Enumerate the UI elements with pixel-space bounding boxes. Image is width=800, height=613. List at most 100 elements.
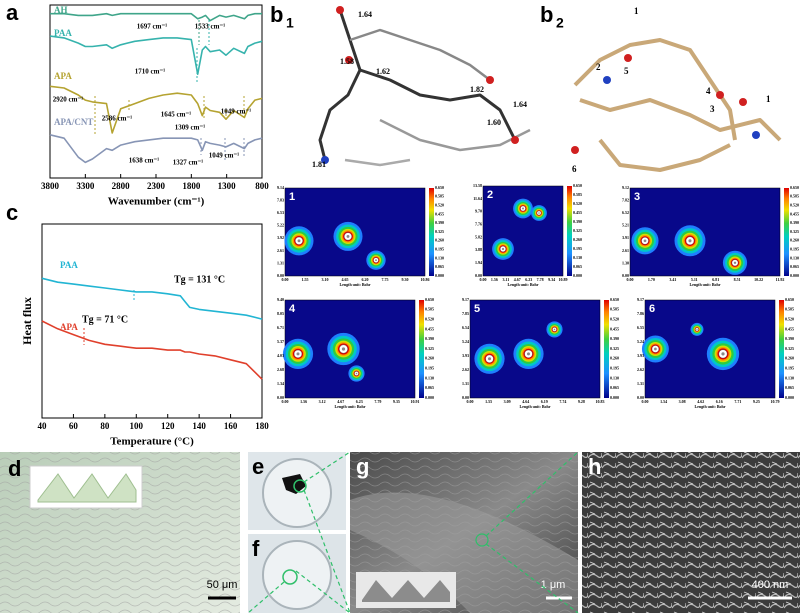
map-y-tick: 0.00	[637, 395, 644, 400]
colorbar-tick: 0.520	[425, 317, 434, 322]
map-y-tick: 9.40	[277, 297, 284, 302]
annotation: 1049 cm⁻¹	[209, 152, 239, 160]
colorbar-tick: 0.195	[610, 366, 619, 371]
map-y-tick: 2.61	[622, 248, 629, 253]
colorbar-tick: 0.585	[610, 307, 619, 312]
colorbar-tick: 0.325	[790, 229, 799, 234]
map-x-tick: 4.65	[342, 277, 349, 282]
colorbar-tick: 0.650	[785, 297, 794, 302]
map-x-tick: 6.20	[362, 277, 369, 282]
series-label: PAA	[54, 28, 72, 38]
map-label: 5	[474, 303, 480, 315]
map-label: 2	[487, 189, 493, 201]
map-x-tick: 9.25	[753, 399, 760, 404]
map-x-tick: 6.23	[525, 277, 532, 282]
annotation: 1645 cm⁻¹	[161, 111, 191, 119]
map-label: 1	[289, 191, 295, 203]
colorbar-tick: 0.650	[573, 183, 582, 188]
colorbar-tick: 0.585	[790, 194, 799, 199]
distance-label: 1.81	[312, 160, 326, 169]
atom	[511, 136, 519, 144]
colorbar	[604, 300, 609, 398]
map-x-tick: 0.00	[642, 399, 649, 404]
site-label: 1	[766, 94, 771, 104]
colorbar-tick: 0.520	[785, 317, 794, 322]
panel-sub: 1	[286, 15, 294, 31]
distance-label: 1.62	[376, 67, 390, 76]
map-y-tick: 8.05	[277, 311, 284, 316]
panel-label: d	[8, 456, 21, 481]
colorbar-tick: 0.065	[435, 264, 444, 269]
map-y-tick: 5.37	[277, 339, 284, 344]
colorbar-tick: 0.455	[573, 210, 582, 215]
colorbar-tick: 0.585	[435, 194, 444, 199]
highlight	[475, 533, 489, 547]
molecule-bond	[573, 38, 737, 141]
map-y-tick: 6.71	[277, 325, 284, 330]
atom	[571, 146, 579, 154]
colorbar-tick: 0.260	[425, 356, 434, 361]
colorbar-tick: 0.000	[785, 395, 794, 400]
x-tick-label: 3800	[41, 181, 60, 191]
panel-label: e	[252, 454, 264, 479]
map-x-tick: 0.00	[467, 399, 474, 404]
map-x-tick: 1.55	[302, 277, 309, 282]
atom	[321, 156, 329, 164]
map-y-tick: 3.93	[462, 353, 469, 358]
colorbar-tick: 0.000	[435, 273, 444, 278]
map-y-tick: 1.31	[277, 260, 284, 265]
map-y-tick: 0.00	[277, 273, 284, 278]
molecule-bond	[318, 9, 362, 161]
molecule-bond	[344, 158, 411, 167]
series-line	[41, 320, 263, 380]
series-label: PAA	[60, 260, 78, 270]
molecule-bond	[598, 138, 731, 172]
elf-contour	[501, 247, 505, 251]
x-tick-label: 160	[224, 421, 238, 431]
elf-contour	[696, 328, 698, 331]
map-x-tick: 3.08	[679, 399, 686, 404]
x-tick-label: 1800	[182, 181, 201, 191]
elf-contour	[297, 239, 301, 243]
map-y-tick: 6.52	[622, 210, 629, 215]
highlight	[282, 569, 298, 585]
colorbar-tick: 0.455	[435, 211, 444, 216]
map-x-tick: 3.10	[322, 277, 329, 282]
map-x-tick: 1.54	[660, 399, 667, 404]
elf-contour	[654, 347, 657, 351]
map-y-tick: 9.12	[622, 185, 629, 190]
panel-label: g	[356, 454, 369, 479]
colorbar-tick: 0.585	[573, 192, 582, 197]
map-axis-label: Length unit: Bohr	[519, 404, 550, 409]
atom	[716, 91, 724, 99]
elf-contour	[522, 207, 524, 210]
x-tick-label: 100	[130, 421, 144, 431]
map-y-tick: 7.83	[277, 197, 284, 202]
annotation: 1327 cm⁻¹	[173, 159, 203, 167]
elf-contour	[721, 352, 725, 356]
map-y-tick: 2.62	[637, 367, 644, 372]
colorbar-tick: 0.520	[573, 201, 582, 206]
site-label: 3	[710, 104, 715, 114]
colorbar-tick: 0.065	[573, 264, 582, 269]
map-x-tick: 6.16	[716, 399, 723, 404]
colorbar-tick: 0.065	[425, 385, 434, 390]
molecule-bond	[349, 28, 491, 81]
atom	[603, 76, 611, 84]
film-icon	[362, 580, 450, 602]
colorbar-tick: 0.130	[610, 375, 619, 380]
elf-contour	[526, 352, 531, 356]
elf-contour	[487, 357, 492, 361]
map-y-tick: 11.64	[473, 196, 482, 201]
colorbar	[419, 300, 424, 398]
scale-label: 400 nm	[752, 579, 789, 591]
map-y-tick: 3.93	[637, 353, 644, 358]
series-line	[49, 134, 263, 164]
colorbar-tick: 0.130	[425, 375, 434, 380]
distance-label: 1.64	[513, 100, 527, 109]
map-y-tick: 1.94	[475, 260, 482, 265]
map-y-tick: 0.00	[462, 395, 469, 400]
sem-h	[582, 452, 800, 613]
map-x-tick: 7.78	[537, 277, 544, 282]
